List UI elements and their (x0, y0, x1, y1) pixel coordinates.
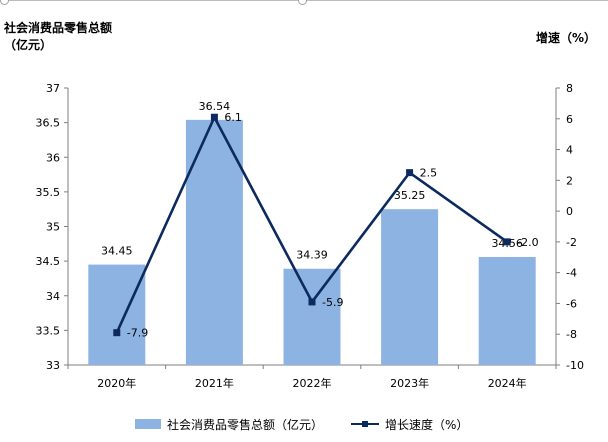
line-point (113, 329, 121, 337)
right-tick-label: 6 (566, 113, 573, 126)
legend: 社会消费品零售总额（亿元） 增长速度（%） (135, 414, 496, 434)
left-tick-label: 33 (46, 359, 60, 372)
line-point (210, 113, 218, 121)
left-tick-label: 34.5 (36, 255, 61, 268)
line-value-label: -5.9 (322, 296, 343, 309)
x-tick-label: 2023年 (390, 376, 429, 390)
left-tick-label: 37 (46, 82, 60, 95)
left-tick-label: 34 (46, 290, 60, 303)
bar-value-label: 34.45 (101, 245, 133, 258)
legend-bar-swatch (135, 419, 161, 429)
line-point (503, 238, 511, 246)
x-tick-label: 2022年 (293, 376, 332, 390)
line-value-label: 2.5 (420, 167, 438, 180)
left-axis-title: 社会消费品零售总额（亿元） (4, 21, 113, 52)
right-tick-label: -2 (566, 236, 577, 249)
line-value-label: 6.1 (224, 111, 242, 124)
left-tick-label: 33.5 (36, 324, 61, 337)
left-tick-label: 35.5 (36, 186, 61, 199)
bar (88, 264, 146, 365)
legend-item-bar: 社会消费品零售总额（亿元） (135, 416, 323, 433)
line-value-label: -7.9 (127, 327, 148, 340)
right-tick-label: -4 (566, 267, 577, 280)
legend-line-label: 增长速度（%） (385, 417, 469, 432)
center-anchor-dot (298, 0, 307, 5)
bar (381, 209, 439, 365)
right-tick-label: -10 (566, 359, 584, 372)
line-value-label: -2.0 (517, 236, 538, 249)
left-tick-label: 36.5 (36, 117, 61, 130)
right-tick-label: -8 (566, 328, 577, 341)
bar-value-label: 35.25 (394, 189, 426, 202)
right-tick-label: 0 (566, 205, 573, 218)
right-tick-label: 8 (566, 82, 573, 95)
legend-item-line: 增长速度（%） (351, 416, 468, 433)
right-tick-label: 2 (566, 174, 573, 187)
legend-bar-label: 社会消费品零售总额（亿元） (167, 417, 324, 432)
x-tick-label: 2024年 (488, 376, 527, 390)
x-tick-label: 2021年 (195, 376, 234, 390)
right-tick-label: 4 (566, 144, 573, 157)
bar-value-label: 34.39 (296, 249, 328, 262)
right-axis-title: 增速（%） (535, 31, 596, 45)
right-tick-label: -6 (566, 297, 577, 310)
line-point (406, 169, 414, 177)
left-tick-label: 35 (46, 221, 60, 234)
bar-value-label: 36.54 (199, 100, 231, 113)
x-tick-label: 2020年 (97, 376, 136, 390)
left-anchor-dot (0, 0, 9, 5)
bar (478, 256, 536, 365)
bar (283, 268, 341, 365)
legend-line-swatch (351, 419, 380, 429)
line-point (308, 298, 316, 306)
left-tick-label: 36 (46, 151, 60, 164)
